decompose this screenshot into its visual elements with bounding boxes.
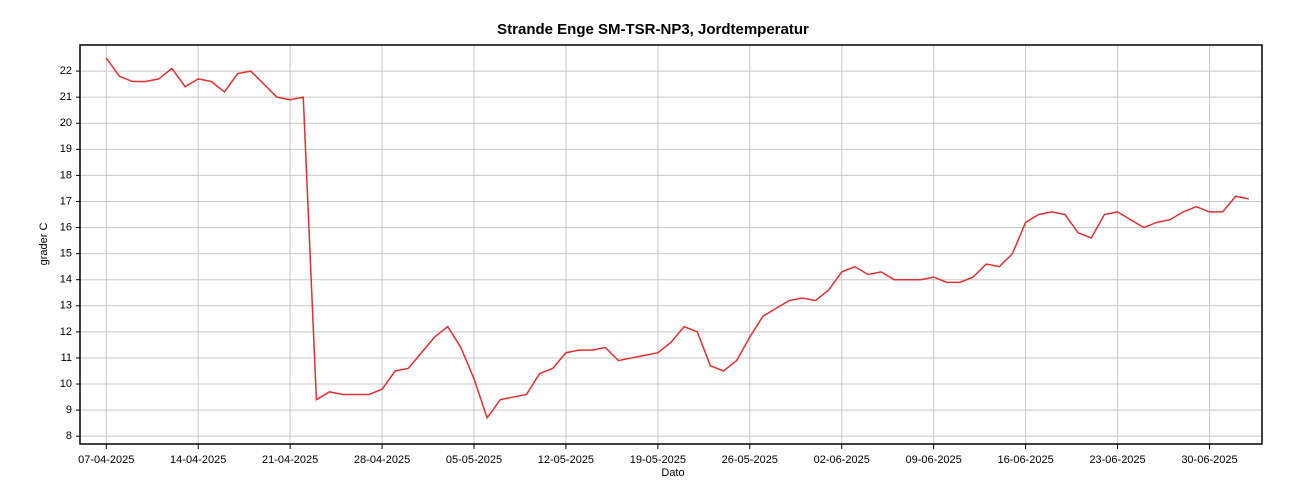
x-tick-label: 23-06-2025: [1089, 454, 1145, 466]
plot-frame: [79, 44, 1263, 445]
y-axis-label: grader C: [38, 223, 50, 266]
x-tick-label: 12-05-2025: [538, 454, 594, 466]
x-tick-label: 09-06-2025: [906, 454, 962, 466]
x-tick-label: 21-04-2025: [262, 454, 318, 466]
x-tick-label: 05-05-2025: [446, 454, 502, 466]
chart-title: Strande Enge SM-TSR-NP3, Jordtemperatur: [497, 21, 809, 38]
y-tick-label: 19: [60, 143, 72, 155]
y-tick-label: 10: [60, 378, 72, 390]
y-tick-label: 20: [60, 117, 72, 129]
y-tick-label: 14: [60, 274, 72, 286]
x-tick-label: 19-05-2025: [630, 454, 686, 466]
y-tick-label: 22: [60, 65, 72, 77]
y-tick-label: 21: [60, 91, 72, 103]
x-tick-label: 16-06-2025: [997, 454, 1053, 466]
x-tick-label: 07-04-2025: [78, 454, 134, 466]
y-tick-label: 16: [60, 221, 72, 233]
y-tick-label: 8: [66, 430, 72, 442]
x-tick-label: 30-06-2025: [1181, 454, 1237, 466]
x-tick-label: 14-04-2025: [170, 454, 226, 466]
y-tick-label: 15: [60, 248, 72, 260]
y-tick-label: 11: [61, 352, 72, 364]
y-tick-label: 9: [66, 404, 72, 416]
x-tick-label: 26-05-2025: [722, 454, 778, 466]
data-line: [105, 57, 1250, 420]
x-tick-label: 02-06-2025: [814, 454, 870, 466]
x-axis-label: Dato: [661, 467, 684, 479]
y-tick-label: 18: [60, 169, 72, 181]
y-tick-label: 12: [60, 326, 72, 338]
x-tick-label: 28-04-2025: [354, 454, 410, 466]
y-tick-label: 13: [60, 300, 72, 312]
y-tick-label: 17: [60, 195, 72, 207]
